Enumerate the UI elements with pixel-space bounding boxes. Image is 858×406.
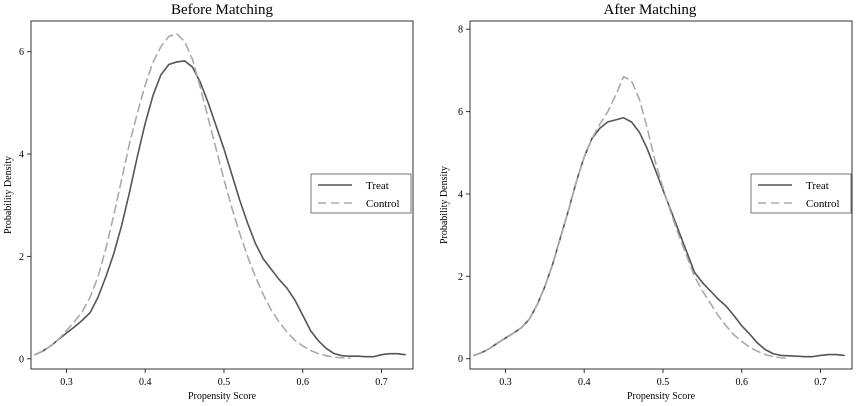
x-axis-label: Propensity Score <box>627 391 696 402</box>
panel-before-matching: Before Matching Probability Density Prop… <box>3 2 414 402</box>
x-axis-label: Propensity Score <box>188 391 257 402</box>
x-tick-label: 0.3 <box>60 377 73 388</box>
legend: Treat Control <box>750 173 852 214</box>
x-ticks: 0.3 0.4 0.5 0.6 0.7 <box>499 369 827 388</box>
y-ticks: 0 2 4 6 8 <box>458 25 470 365</box>
y-tick-label: 6 <box>19 47 24 58</box>
y-tick-label: 2 <box>458 272 463 283</box>
series-line-control <box>34 32 351 360</box>
legend-label-control: Control <box>366 198 400 210</box>
series-lines <box>473 75 845 360</box>
x-tick-label: 0.7 <box>375 377 388 388</box>
legend-label-control: Control <box>806 198 840 210</box>
plot-frame <box>469 20 853 370</box>
series-lines <box>34 32 406 360</box>
y-tick-label: 6 <box>458 107 463 118</box>
legend-label-treat: Treat <box>366 180 389 192</box>
legend-box <box>750 173 852 214</box>
y-axis-label: Probability Density <box>3 156 14 234</box>
x-tick-label: 0.5 <box>218 377 231 388</box>
y-tick-label: 0 <box>458 354 463 365</box>
x-ticks: 0.3 0.4 0.5 0.6 0.7 <box>60 369 388 388</box>
x-tick-label: 0.7 <box>814 377 827 388</box>
y-tick-label: 4 <box>19 150 24 161</box>
plot-frame <box>30 20 414 370</box>
y-tick-label: 4 <box>458 189 463 200</box>
series-line-treat <box>473 116 845 358</box>
y-tick-label: 0 <box>19 354 24 365</box>
series-line-control <box>473 75 790 360</box>
x-tick-label: 0.3 <box>499 377 512 388</box>
y-ticks: 0 2 4 6 <box>19 47 31 365</box>
x-tick-label: 0.4 <box>578 377 591 388</box>
y-tick-label: 2 <box>19 252 24 263</box>
chart-title: Before Matching <box>171 2 274 18</box>
y-tick-label: 8 <box>458 25 463 36</box>
chart-title: After Matching <box>604 2 697 18</box>
panel-after-matching: After Matching Probability Density Prope… <box>439 2 853 402</box>
x-tick-label: 0.6 <box>735 377 748 388</box>
legend: Treat Control <box>310 173 412 214</box>
x-tick-label: 0.5 <box>657 377 670 388</box>
x-tick-label: 0.4 <box>139 377 152 388</box>
y-axis-label: Probability Density <box>439 166 450 244</box>
series-line-treat <box>34 60 406 358</box>
legend-label-treat: Treat <box>806 180 829 192</box>
x-tick-label: 0.6 <box>296 377 309 388</box>
legend-box <box>310 173 412 214</box>
